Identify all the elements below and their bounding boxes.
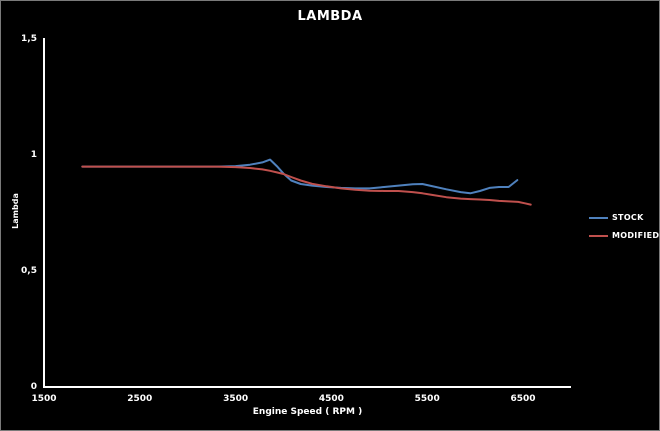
legend-swatch-stock (589, 216, 608, 219)
legend: STOCK MODIFIED (589, 213, 659, 240)
y-tick-label: 1 (30, 150, 37, 160)
y-tick-label: 1,5 (21, 34, 37, 44)
x-axis-title: Engine Speed ( RPM ) (252, 407, 363, 417)
x-tick-label: 4500 (318, 394, 344, 404)
legend-swatch-modified (589, 234, 608, 237)
x-tick-label: 1500 (31, 394, 57, 404)
x-tick-label: 2500 (127, 394, 153, 404)
legend-item: STOCK (589, 213, 659, 222)
y-tick-label: 0,5 (21, 266, 37, 276)
x-tick-label: 6500 (510, 394, 536, 404)
x-axis-line (43, 386, 571, 388)
y-tick-label: 0 (30, 382, 37, 392)
legend-item: MODIFIED (589, 231, 659, 240)
legend-label: STOCK (612, 213, 644, 222)
y-axis-line (43, 38, 45, 388)
legend-label: MODIFIED (612, 231, 660, 240)
series-line-modified (81, 165, 532, 206)
series-line-stock (81, 158, 519, 195)
x-tick-label: 5500 (414, 394, 440, 404)
x-tick-label: 3500 (223, 394, 249, 404)
chart-title: LAMBDA (297, 9, 363, 24)
